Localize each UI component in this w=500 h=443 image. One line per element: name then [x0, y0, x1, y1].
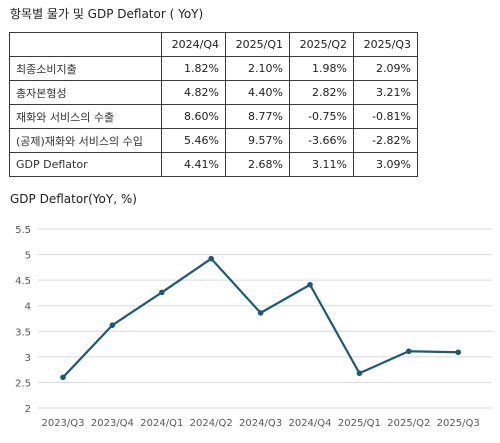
row-label: 최종소비지출: [9, 56, 162, 81]
data-point: [60, 374, 66, 381]
data-point: [455, 349, 462, 356]
gdp-deflator-line-chart: 2 2.5 3 3.5 4 4.5 5 5.5 2023/Q3 2023/Q4 2024/Q1 202…: [15, 225, 492, 429]
table-cell: 2.68%: [225, 152, 290, 177]
table-row: 재화와 서비스의 수출 8.60% 8.77% -0.75% -0.81%: [9, 104, 418, 129]
row-label: GDP Deflator: [9, 152, 162, 177]
table-cell: 2.82%: [289, 80, 354, 105]
table-cell: 5.46%: [161, 128, 226, 153]
data-point: [208, 255, 214, 262]
row-label: (공제)재화와 서비스의 수입: [9, 128, 162, 153]
row-label: 재화와 서비스의 수출: [9, 104, 162, 129]
table-row: 최종소비지출 1.82% 2.10% 1.98% 2.09%: [9, 56, 418, 81]
row-label: 총자본형성: [9, 80, 162, 105]
table-cell: 8.60%: [161, 104, 226, 129]
y-tick-label: 4.5: [15, 276, 31, 287]
table-cell: 4.41%: [161, 152, 226, 177]
table-cell: 9.57%: [225, 128, 290, 153]
x-tick-label: 2025/Q2: [387, 418, 430, 429]
table-header-cell: 2025/Q2: [289, 32, 354, 57]
table-header-row: 2024/Q4 2025/Q1 2025/Q2 2025/Q3: [9, 32, 418, 57]
table-cell: -2.82%: [353, 128, 418, 153]
table-cell: 1.82%: [161, 56, 226, 81]
y-tick-label: 2.5: [15, 378, 31, 389]
data-point: [159, 289, 165, 296]
x-tick-label: 2024/Q1: [140, 418, 183, 429]
y-tick-label: 3: [25, 353, 31, 364]
y-tick-label: 5.5: [15, 225, 31, 236]
table-header-cell: 2025/Q1: [225, 32, 290, 57]
data-point: [257, 310, 264, 316]
table-cell: -3.66%: [289, 128, 354, 153]
x-tick-label: 2023/Q4: [91, 418, 134, 429]
x-tick-label: 2025/Q1: [338, 418, 381, 429]
x-tick-label: 2024/Q3: [239, 418, 282, 429]
table-cell: 4.82%: [161, 80, 226, 105]
table-cell: 2.10%: [225, 56, 290, 81]
price-table: 2024/Q4 2025/Q1 2025/Q2 2025/Q3 최종소비지출 1…: [9, 32, 418, 177]
table-cell: 2.09%: [353, 56, 418, 81]
x-tick-label: 2024/Q2: [190, 418, 233, 429]
series-line: [62, 257, 459, 379]
table-row: 총자본형성 4.82% 4.40% 2.82% 3.21%: [9, 80, 418, 105]
table-row: (공제)재화와 서비스의 수입 5.46% 9.57% -3.66% -2.82…: [9, 128, 418, 153]
y-tick-label: 3.5: [15, 327, 31, 338]
table-title: 항목별 물가 및 GDP Deflator ( YoY): [10, 7, 204, 21]
table-cell: -0.75%: [289, 104, 354, 129]
data-point: [356, 370, 363, 377]
data-point: [307, 281, 313, 288]
x-tick-label: 2023/Q3: [41, 418, 84, 429]
y-tick-label: 4: [25, 302, 31, 313]
table-cell: 8.77%: [225, 104, 290, 129]
table-cell: 3.09%: [353, 152, 418, 177]
y-tick-label: 5: [25, 251, 31, 262]
chart-title: GDP Deflator(YoY, %): [10, 192, 137, 206]
data-point: [109, 322, 116, 328]
x-tick-label: 2024/Q4: [288, 418, 331, 429]
table-header-cell: 2025/Q3: [353, 32, 418, 57]
y-tick-label: 2: [25, 404, 31, 415]
x-tick-label: 2025/Q3: [437, 418, 480, 429]
table-cell: -0.81%: [353, 104, 418, 129]
table-cell: 1.98%: [289, 56, 354, 81]
data-point: [406, 348, 412, 355]
table-header-cell: [9, 32, 162, 57]
table-cell: 4.40%: [225, 80, 290, 105]
table-cell: 3.21%: [353, 80, 418, 105]
table-cell: 3.11%: [289, 152, 354, 177]
table-row: GDP Deflator 4.41% 2.68% 3.11% 3.09%: [9, 152, 418, 177]
table-header-cell: 2024/Q4: [161, 32, 226, 57]
